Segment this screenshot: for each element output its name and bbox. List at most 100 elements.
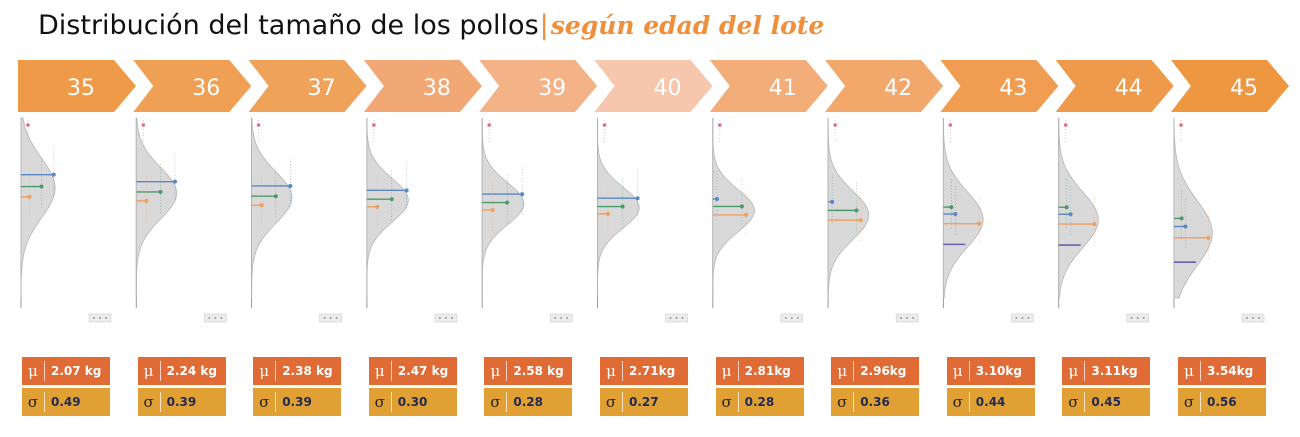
toolbar-dot [784, 317, 787, 319]
toolbar-dot [1015, 317, 1018, 319]
sd-value: 0.39 [282, 395, 312, 409]
marker-dot-top [833, 123, 837, 127]
cell-divider [968, 361, 970, 381]
marker-dot-top [141, 123, 146, 127]
marker-dot [714, 196, 719, 201]
sd-symbol: σ [1068, 393, 1079, 411]
sd-value: 0.44 [975, 395, 1006, 409]
sd-symbol: σ [490, 393, 501, 411]
sd-value: 0.27 [629, 395, 659, 409]
sd-symbol: σ [605, 393, 617, 411]
age-arrow-36: 36 [133, 60, 252, 112]
stats-cell-36: μ 2.24 kg σ 0.39 [137, 357, 226, 416]
sd-row: σ 0.36 [831, 388, 920, 416]
age-label: 42 [884, 76, 912, 101]
toolbar-dot [208, 317, 211, 319]
mean-row: μ 2.24 kg [137, 357, 226, 385]
mean-symbol: μ [490, 362, 501, 380]
marker-dot-top [26, 123, 30, 127]
stats-cell-42: μ 2.96kg σ 0.36 [831, 357, 920, 416]
cell-divider [44, 392, 45, 412]
mean-value: 3.11kg [1091, 364, 1138, 378]
cell-divider [1200, 392, 1201, 412]
distribution-panel-42 [827, 118, 919, 323]
stats-cell-38: μ 2.47 kg σ 0.30 [368, 357, 457, 416]
mean-value: 2.58 kg [513, 364, 564, 378]
distribution-panel-41 [712, 118, 804, 323]
age-label: 41 [769, 76, 797, 101]
mean-symbol: μ [606, 362, 616, 380]
sd-row: σ 0.49 [22, 388, 110, 416]
distribution-panel-37 [251, 117, 342, 323]
age-arrow-45: 45 [1171, 60, 1289, 112]
distribution-curve [943, 117, 984, 299]
toolbar-dot [1136, 317, 1139, 319]
distribution-curve [481, 118, 525, 298]
cell-divider [1084, 361, 1086, 381]
sd-symbol: σ [721, 393, 732, 411]
age-label: 37 [308, 76, 336, 101]
marker-dot [744, 212, 749, 217]
mean-row: μ 2.81kg [715, 357, 804, 385]
sd-row: σ 0.30 [368, 388, 457, 416]
distribution-curve [135, 117, 177, 298]
sd-symbol: σ [374, 393, 385, 411]
arrow-shape [940, 60, 1059, 112]
age-arrow-35: 35 [18, 60, 136, 112]
title-divider: | [539, 10, 549, 41]
distribution-panel-40 [597, 118, 688, 323]
sd-symbol: σ [259, 393, 270, 411]
mean-symbol: μ [952, 362, 963, 380]
stats-cell-35: μ 2.07 kg σ 0.49 [22, 357, 110, 416]
mean-value: 2.24 kg [166, 364, 217, 378]
age-label: 43 [999, 76, 1027, 101]
cell-divider [506, 361, 508, 381]
cell-divider [853, 361, 855, 381]
age-arrow-41: 41 [709, 60, 828, 112]
cell-divider [390, 361, 392, 381]
sd-value: 0.28 [744, 395, 775, 409]
toolbar-dot [681, 317, 684, 319]
distribution-curve [1173, 117, 1213, 299]
mean-row: μ 2.58 kg [484, 357, 573, 385]
toolbar-dot [323, 317, 326, 319]
cell-divider [506, 392, 508, 412]
cell-divider [1084, 392, 1086, 412]
sd-row: σ 0.44 [946, 388, 1035, 416]
sd-symbol: σ [952, 393, 963, 411]
distribution-panel-45 [1173, 117, 1265, 323]
sd-value: 0.45 [1091, 395, 1121, 409]
distribution-curve [712, 118, 755, 298]
marker-dot-top [1063, 123, 1068, 127]
age-arrow-37: 37 [248, 60, 367, 112]
toolbar-dot [554, 317, 557, 319]
mean-value: 3.54kg [1207, 364, 1254, 378]
sd-value: 0.36 [860, 395, 890, 409]
mean-row: μ 2.07 kg [22, 357, 110, 385]
stats-cell-39: μ 2.58 kg σ 0.28 [484, 357, 573, 416]
toolbar-dot [214, 317, 217, 319]
arrow-shape [1171, 60, 1289, 112]
mean-row: μ 2.38 kg [253, 357, 342, 385]
cell-divider [737, 392, 739, 412]
age-arrow-39: 39 [479, 60, 598, 112]
toolbar-dot [1252, 317, 1254, 319]
toolbar-dot [675, 317, 678, 319]
distribution-charts [20, 117, 1265, 323]
distribution-curve [1058, 117, 1099, 299]
marker-dot-top [256, 123, 261, 127]
mean-value: 2.38 kg [282, 364, 333, 378]
toolbar-dot [93, 317, 95, 319]
age-label: 45 [1230, 76, 1258, 101]
sd-value: 0.49 [51, 395, 81, 409]
marker-dot-top [718, 123, 722, 127]
sd-value: 0.39 [166, 395, 197, 409]
toolbar-dot [560, 317, 563, 319]
sd-row: σ 0.28 [484, 388, 573, 416]
arrow-shape [709, 60, 828, 112]
mean-symbol: μ [1184, 362, 1194, 380]
mean-value: 3.10kg [975, 364, 1022, 378]
marker-dot-top [487, 123, 492, 127]
marker-dot [858, 218, 863, 223]
mean-row: μ 3.10kg [946, 357, 1035, 385]
